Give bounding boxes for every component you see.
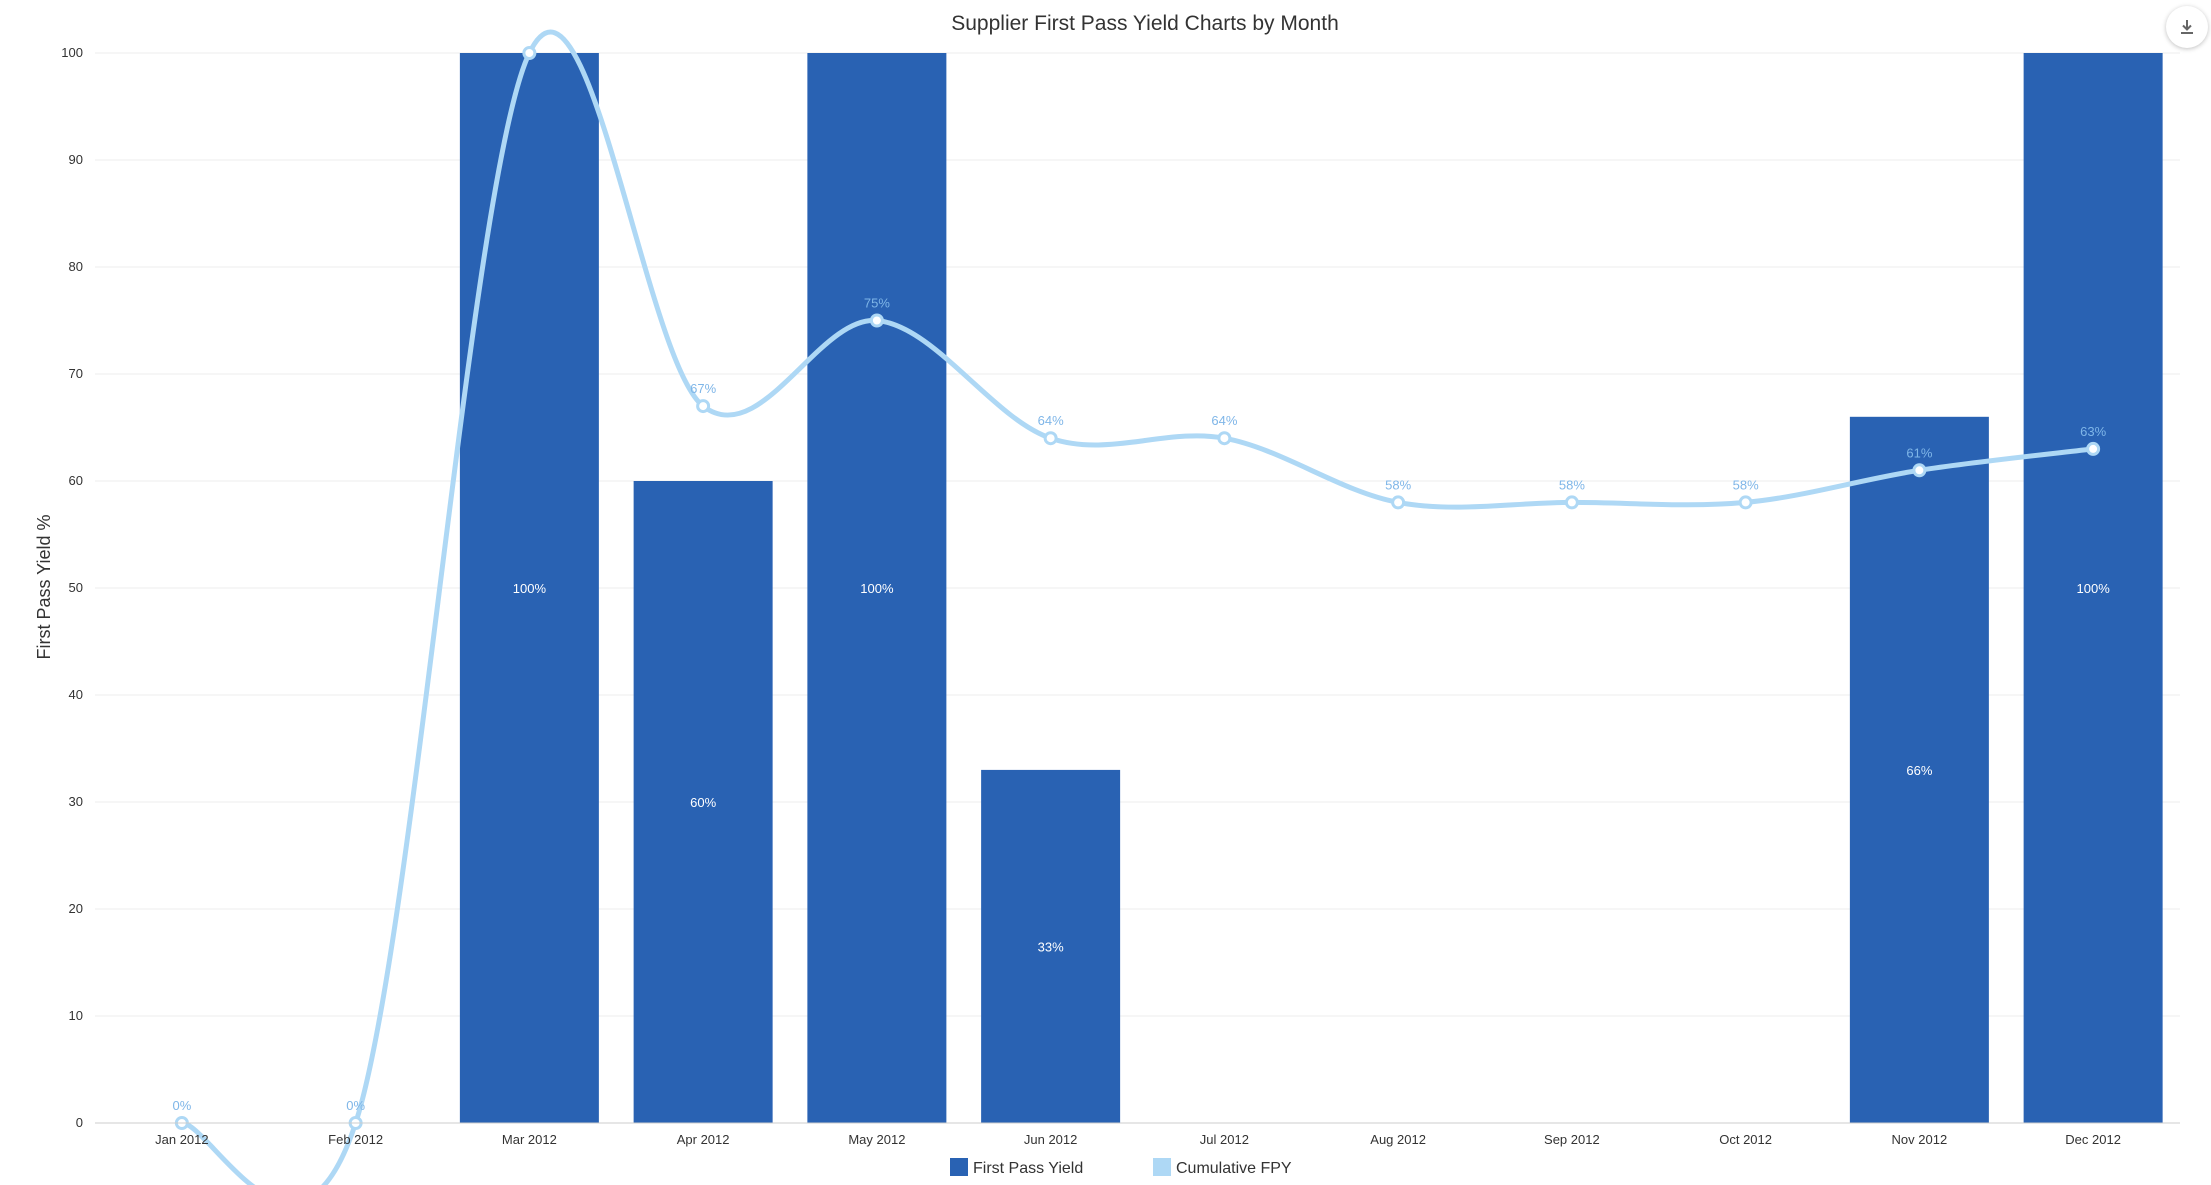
line-point[interactable] bbox=[1391, 495, 1406, 510]
x-tick-label: Aug 2012 bbox=[1370, 1132, 1426, 1147]
bar-data-label: 33% bbox=[1038, 939, 1064, 954]
x-tick-label: Oct 2012 bbox=[1719, 1132, 1772, 1147]
line-point[interactable] bbox=[696, 399, 711, 414]
x-tick-label: Nov 2012 bbox=[1892, 1132, 1948, 1147]
legend: First Pass Yield Cumulative FPY bbox=[950, 1158, 1292, 1177]
line-data-label: 64% bbox=[1211, 413, 1237, 428]
line-point[interactable] bbox=[1912, 463, 1927, 478]
line-data-label: 64% bbox=[1038, 413, 1064, 428]
line-data-label: 63% bbox=[2080, 424, 2106, 439]
line-point[interactable] bbox=[869, 313, 884, 328]
legend-swatch bbox=[950, 1158, 968, 1176]
bar-layer bbox=[459, 53, 2163, 1123]
x-tick-label: Jun 2012 bbox=[1024, 1132, 1078, 1147]
bar-first-pass-yield[interactable] bbox=[807, 53, 947, 1123]
line-cumulative-fpy bbox=[181, 29, 2094, 1185]
x-tick-label: Jul 2012 bbox=[1200, 1132, 1249, 1147]
y-tick-label: 50 bbox=[69, 580, 83, 595]
y-tick-label: 40 bbox=[69, 687, 83, 702]
legend-swatch bbox=[1153, 1158, 1171, 1176]
bar-first-pass-yield[interactable] bbox=[2023, 53, 2163, 1123]
bar-first-pass-yield[interactable] bbox=[981, 769, 1121, 1123]
line-point[interactable] bbox=[1738, 495, 1753, 510]
line-data-label: 67% bbox=[690, 381, 716, 396]
line-point[interactable] bbox=[1564, 495, 1579, 510]
line-data-label: 58% bbox=[1559, 477, 1585, 492]
x-tick-label: Sep 2012 bbox=[1544, 1132, 1600, 1147]
line-point[interactable] bbox=[1217, 431, 1232, 446]
legend-label: Cumulative FPY bbox=[1176, 1160, 1292, 1177]
line-point[interactable] bbox=[2086, 441, 2101, 456]
y-tick-label: 100 bbox=[61, 45, 83, 60]
y-tick-label: 30 bbox=[69, 794, 83, 809]
label-layer: 100% 60% 100% 33% 66% 100% 0% 0% 67% 75% 64% 64% 58%… bbox=[172, 296, 2110, 1114]
bar-data-label: 100% bbox=[2077, 581, 2111, 596]
x-tick-label: Dec 2012 bbox=[2065, 1132, 2121, 1147]
y-tick-label: 10 bbox=[69, 1008, 83, 1023]
y-tick-label: 20 bbox=[69, 901, 83, 916]
line-data-label: 0% bbox=[172, 1098, 191, 1113]
line-data-label: 0% bbox=[346, 1098, 365, 1113]
bar-data-label: 100% bbox=[513, 581, 547, 596]
download-icon bbox=[2181, 20, 2193, 34]
bar-first-pass-yield[interactable] bbox=[459, 53, 599, 1123]
bar-first-pass-yield[interactable] bbox=[1849, 416, 1989, 1123]
axis-layer: 0 10 20 30 40 50 60 70 80 90 100 Jan 2012 Feb 2012 Ma… bbox=[61, 45, 2180, 1147]
grid-layer bbox=[95, 52, 2180, 1124]
bar-data-label: 100% bbox=[860, 581, 894, 596]
legend-item-first-pass-yield[interactable]: First Pass Yield bbox=[950, 1158, 1083, 1177]
line-data-label: 58% bbox=[1385, 477, 1411, 492]
y-tick-label: 80 bbox=[69, 259, 83, 274]
bar-data-label: 66% bbox=[1906, 763, 1932, 778]
y-tick-label: 90 bbox=[69, 152, 83, 167]
legend-label: First Pass Yield bbox=[973, 1160, 1083, 1177]
y-tick-label: 60 bbox=[69, 473, 83, 488]
y-tick-label: 70 bbox=[69, 366, 83, 381]
x-tick-label: Jan 2012 bbox=[155, 1132, 209, 1147]
bar-first-pass-yield[interactable] bbox=[633, 481, 773, 1123]
download-button[interactable] bbox=[2166, 6, 2208, 48]
line-point[interactable] bbox=[1043, 431, 1058, 446]
y-axis-label: First Pass Yield % bbox=[34, 514, 54, 659]
legend-item-cumulative-fpy[interactable]: Cumulative FPY bbox=[1153, 1158, 1292, 1177]
line-data-label: 58% bbox=[1733, 477, 1759, 492]
y-tick-label: 0 bbox=[76, 1115, 83, 1130]
x-tick-label: May 2012 bbox=[848, 1132, 905, 1147]
bar-data-label: 60% bbox=[690, 795, 716, 810]
line-data-label: 75% bbox=[864, 296, 890, 311]
line-layer bbox=[174, 29, 2101, 1185]
line-point[interactable] bbox=[522, 46, 537, 60]
x-tick-label: Mar 2012 bbox=[502, 1132, 557, 1147]
x-tick-label: Apr 2012 bbox=[677, 1132, 730, 1147]
line-data-label: 61% bbox=[1906, 445, 1932, 460]
x-tick-label: Feb 2012 bbox=[328, 1132, 383, 1147]
chart-title: Supplier First Pass Yield Charts by Mont… bbox=[951, 12, 1339, 35]
